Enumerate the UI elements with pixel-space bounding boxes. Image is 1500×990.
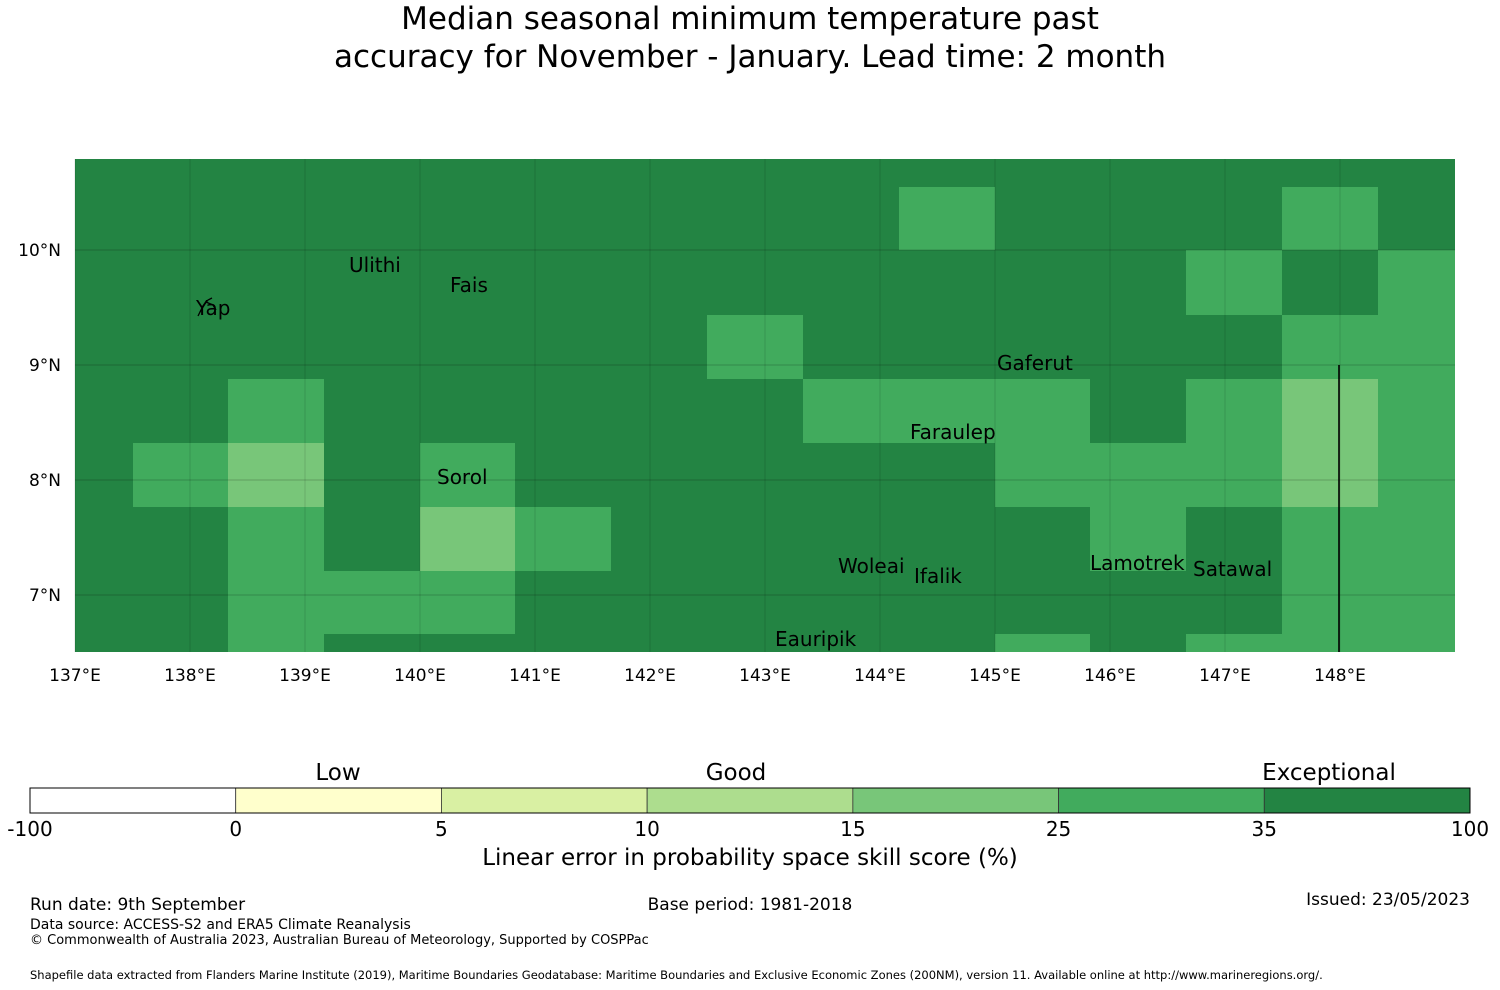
skill-cell xyxy=(995,634,1090,652)
skill-cells xyxy=(75,159,1455,652)
colorbar-tick-label: 25 xyxy=(1045,817,1072,841)
map-title-line-1: Median seasonal minimum temperature past xyxy=(401,1,1099,37)
skill-cell xyxy=(420,507,515,571)
island-label-woleai: Woleai xyxy=(838,554,905,578)
map-gridlines xyxy=(74,159,1455,652)
colorbar-segment xyxy=(1263,787,1471,814)
legend-category-exceptional: Exceptional xyxy=(1262,760,1396,786)
lon-tick-label: 143°E xyxy=(739,666,791,686)
lat-tick-label: 9°N xyxy=(29,356,61,376)
map-title-line-2: accuracy for November - January. Lead ti… xyxy=(333,39,1167,75)
run-date: Run date: 9th September xyxy=(30,895,246,915)
colorbar xyxy=(29,787,1471,814)
colorbar-segment xyxy=(1058,787,1265,814)
island-label-sorol: Sorol xyxy=(437,465,488,489)
map-title: Median seasonal minimum temperature past… xyxy=(0,0,1500,76)
skill-cell xyxy=(228,507,324,571)
skill-cell xyxy=(1378,379,1455,443)
colorbar-segment xyxy=(441,787,648,814)
lon-tick-label: 137°E xyxy=(49,666,101,686)
lon-tick-label: 147°E xyxy=(1199,666,1251,686)
skill-cell xyxy=(995,443,1282,507)
shapefile-credit: Shapefile data extracted from Flanders M… xyxy=(30,968,1323,982)
skill-cell xyxy=(1186,634,1455,652)
island-labels: Yap Ulithi Fais Gaferut Faraulep Sorol Woleai I… xyxy=(195,253,1272,651)
island-label-faraulep: Faraulep xyxy=(910,420,996,444)
colorbar-tick-label: 10 xyxy=(634,817,660,841)
skill-cell xyxy=(899,187,995,250)
island-label-ifalik: Ifalik xyxy=(914,564,962,588)
axis-labels: 137°E 138°E 139°E 140°E 141°E 142°E 143°E 144°E… xyxy=(18,241,1366,686)
skill-cell xyxy=(1282,187,1378,250)
lat-tick-label: 8°N xyxy=(29,471,61,491)
colorbar-frame xyxy=(29,787,1471,814)
copyright: © Commonwealth of Australia 2023, Austra… xyxy=(30,933,649,948)
skill-cell xyxy=(1282,379,1378,507)
skill-cell xyxy=(803,379,1090,443)
data-source: Data source: ACCESS-S2 and ERA5 Climate … xyxy=(30,917,411,933)
lon-tick-label: 144°E xyxy=(854,666,906,686)
issued-date: Issued: 23/05/2023 xyxy=(1306,890,1470,910)
skill-cell xyxy=(228,571,515,634)
colorbar-tick-label: 5 xyxy=(435,817,448,841)
lon-tick-label: 138°E xyxy=(164,666,216,686)
island-label-fais: Fais xyxy=(450,273,488,297)
base-period: Base period: 1981-2018 xyxy=(647,895,853,915)
skill-cell xyxy=(228,443,324,507)
skill-cell xyxy=(1378,250,1455,315)
colorbar-tick-label: 15 xyxy=(840,817,866,841)
colorbar-segment xyxy=(235,787,442,814)
lon-tick-label: 141°E xyxy=(509,666,561,686)
map-overlays xyxy=(197,297,1340,652)
colorbar-tick-label: 100 xyxy=(1450,817,1490,841)
skill-cell xyxy=(133,443,228,507)
island-label-yap: Yap xyxy=(195,296,230,320)
legend-category-low: Low xyxy=(315,760,361,786)
skill-cell xyxy=(228,634,324,652)
skill-cell xyxy=(1282,315,1455,379)
island-label-lamotrek: Lamotrek xyxy=(1090,551,1185,575)
lat-tick-label: 7°N xyxy=(29,586,61,606)
lat-tick-label: 10°N xyxy=(18,241,61,261)
colorbar-tick-label: 35 xyxy=(1251,817,1278,841)
lon-tick-label: 142°E xyxy=(624,666,676,686)
lon-tick-label: 140°E xyxy=(394,666,446,686)
yap-island-shape xyxy=(197,297,217,317)
lon-tick-label: 145°E xyxy=(969,666,1021,686)
colorbar-segment xyxy=(29,787,237,814)
skill-cell xyxy=(1186,250,1282,315)
skill-cell xyxy=(707,315,803,379)
colorbar-segment xyxy=(646,787,854,814)
island-label-ulithi: Ulithi xyxy=(349,253,401,277)
colorbar-title: Linear error in probability space skill … xyxy=(482,845,1018,871)
lon-tick-label: 146°E xyxy=(1084,666,1136,686)
colorbar-tick-label: 0 xyxy=(229,817,243,841)
island-label-satawal: Satawal xyxy=(1193,557,1272,581)
skill-cell xyxy=(1282,571,1455,634)
skill-cell xyxy=(1378,443,1455,507)
skill-cell xyxy=(228,379,324,443)
skill-cell xyxy=(515,507,611,571)
skill-cell xyxy=(1090,507,1186,571)
legend-category-good: Good xyxy=(705,760,767,786)
skill-cell xyxy=(1186,379,1282,443)
lon-tick-label: 139°E xyxy=(279,666,331,686)
skill-cell xyxy=(420,443,515,507)
colorbar-tick-label: -100 xyxy=(7,817,53,841)
colorbar-segment xyxy=(852,787,1059,814)
lon-tick-label: 148°E xyxy=(1314,666,1366,686)
island-label-gaferut: Gaferut xyxy=(997,351,1073,375)
island-label-eauripik: Eauripik xyxy=(775,627,857,651)
skill-cell xyxy=(1282,507,1455,571)
